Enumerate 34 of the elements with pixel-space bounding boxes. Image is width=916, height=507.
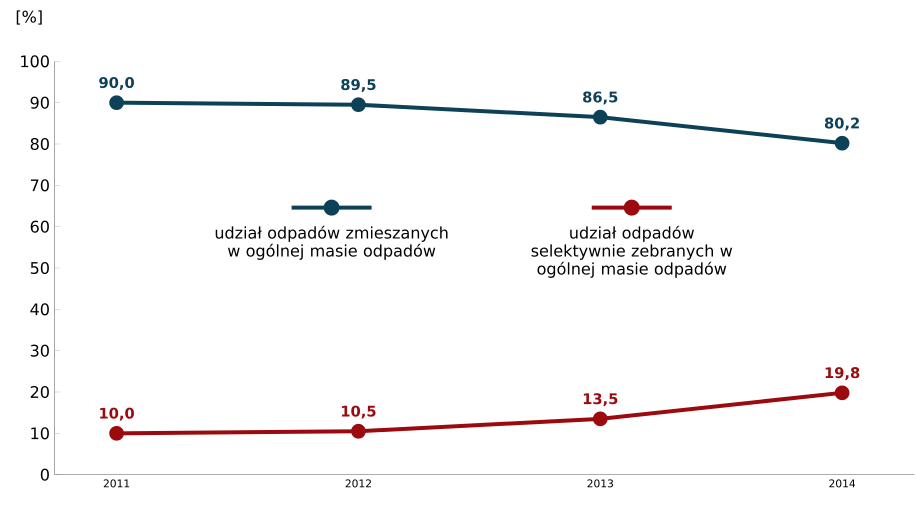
- x-tick-label: 2014: [829, 480, 856, 488]
- legend-label: udział odpadów selektywnie zebranych w ogólnej masie odpadów: [532, 226, 732, 278]
- y-tick-label: 40: [30, 303, 49, 316]
- y-tick-label: 10: [31, 427, 49, 440]
- y-tick-label: 80: [30, 138, 49, 150]
- y-axis-title: [%]: [16, 10, 42, 25]
- data-label: 80,2: [824, 118, 859, 131]
- x-tick-label: 2013: [587, 480, 613, 488]
- x-tick-label: 2011: [104, 480, 130, 488]
- y-tick-label: 90: [30, 96, 49, 109]
- data-label: 10,0: [100, 408, 134, 421]
- y-tick-label: 30: [30, 344, 49, 357]
- y-tick-label: 70: [30, 179, 49, 192]
- y-tick-label: 20: [30, 386, 49, 398]
- data-label: 86,5: [583, 92, 618, 105]
- y-tick-label: 50: [30, 262, 49, 274]
- data-label: 19,8: [826, 367, 860, 380]
- point: [351, 424, 366, 439]
- legend-label: udział odpadów zmieszanych w ogólnej masie odpadów: [216, 226, 448, 260]
- y-tick-label: 0: [40, 468, 49, 481]
- point: [834, 136, 850, 151]
- x-tick-label: 2012: [346, 480, 371, 488]
- data-label: 89,5: [341, 79, 376, 92]
- y-tick-label: 100: [21, 55, 49, 68]
- y-tick-label: 60: [30, 220, 49, 233]
- point: [592, 412, 608, 426]
- point: [109, 96, 124, 110]
- point: [592, 110, 608, 125]
- data-label: 10,5: [342, 406, 376, 419]
- data-label: 90,0: [99, 77, 134, 90]
- point: [351, 98, 366, 112]
- point: [109, 426, 124, 441]
- point: [834, 386, 850, 400]
- data-label: 13,5: [584, 393, 618, 406]
